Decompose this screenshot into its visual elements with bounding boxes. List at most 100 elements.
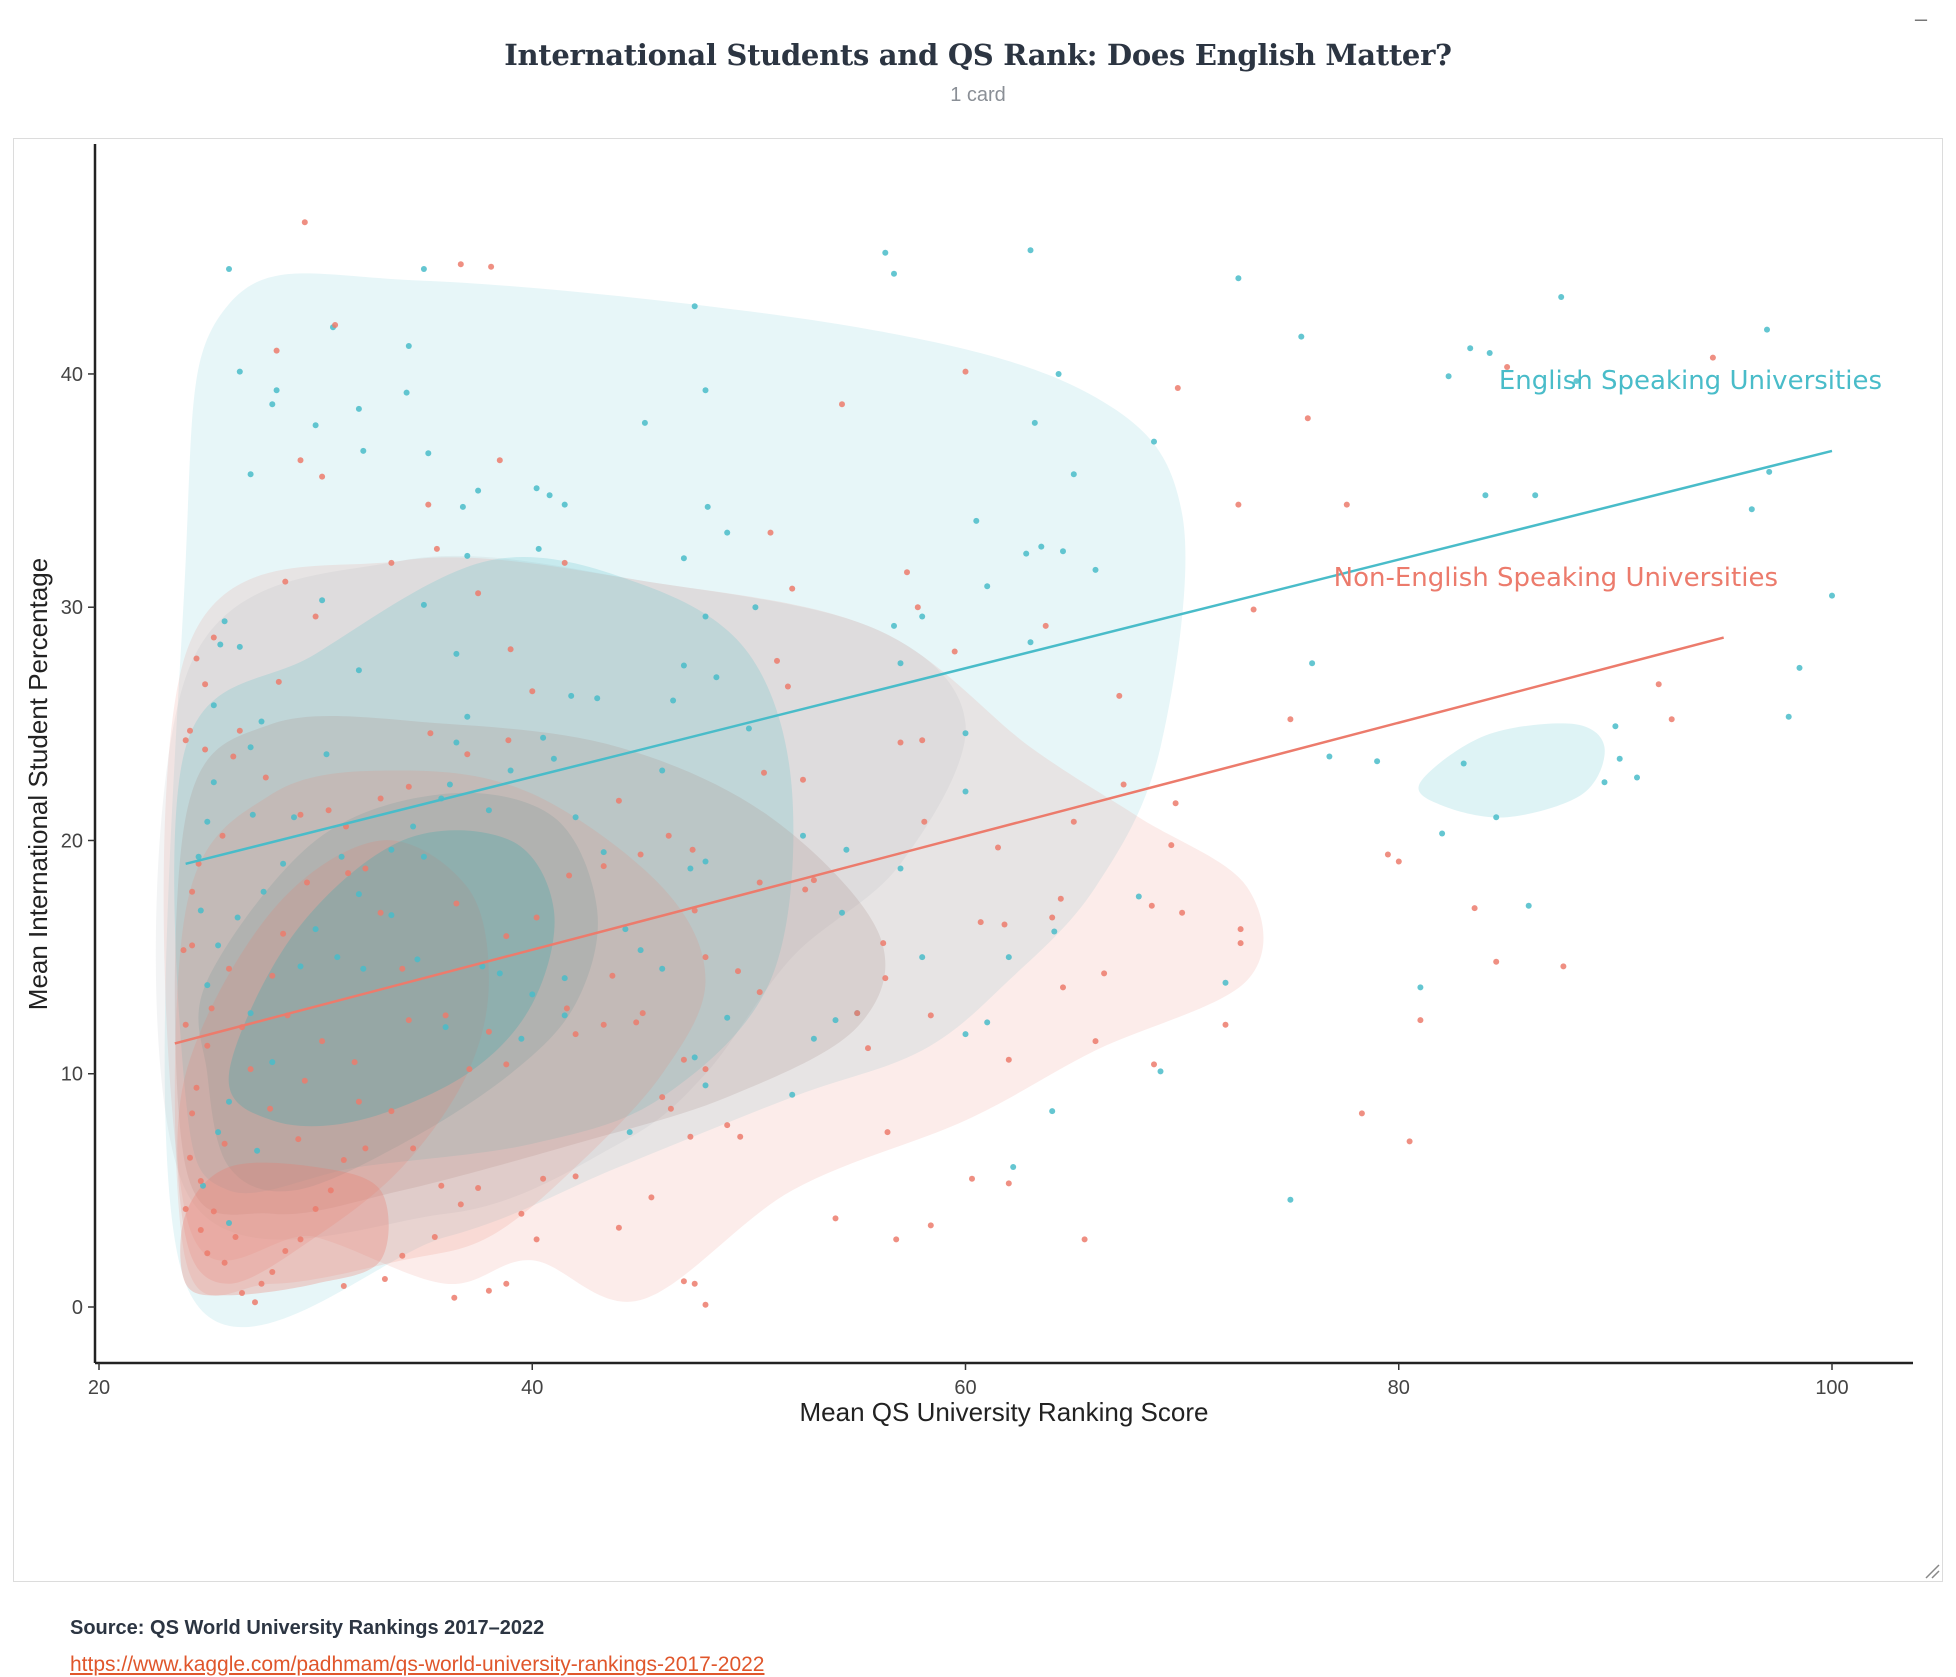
data-point [756, 879, 763, 886]
data-point [962, 730, 969, 737]
data-point [1287, 716, 1294, 723]
data-point [312, 422, 319, 429]
data-point [503, 1061, 510, 1068]
data-point [485, 807, 492, 814]
data-point [399, 965, 406, 972]
data-point [1439, 830, 1446, 837]
data-point [438, 1182, 445, 1189]
data-point [680, 1056, 687, 1063]
data-point [670, 697, 677, 704]
data-point [767, 529, 774, 536]
data-point [1532, 492, 1539, 499]
data-point [1001, 921, 1008, 928]
data-point [1525, 902, 1532, 909]
data-point [914, 604, 921, 611]
data-point [691, 303, 698, 310]
data-point [1358, 1110, 1365, 1117]
minimize-icon[interactable]: – [1914, 6, 1928, 31]
data-point [442, 1024, 449, 1031]
data-point [323, 751, 330, 758]
data-point [1049, 1108, 1056, 1115]
data-point [202, 746, 209, 753]
data-point [615, 797, 622, 804]
density-contour [180, 1162, 389, 1296]
data-point [891, 270, 897, 277]
data-point [854, 1010, 861, 1017]
data-point [464, 713, 471, 720]
data-point [319, 1038, 326, 1045]
data-point [189, 942, 196, 949]
data-point [572, 1031, 579, 1038]
data-point [622, 926, 629, 933]
data-point [1005, 954, 1012, 961]
data-point [182, 1206, 189, 1212]
data-point [752, 604, 759, 611]
data-point [325, 807, 332, 814]
data-point [1031, 419, 1038, 426]
data-point [475, 590, 482, 597]
data-point [609, 972, 616, 979]
data-point [273, 387, 280, 394]
data-point [648, 1194, 655, 1201]
data-point [226, 965, 232, 972]
data-point [865, 1045, 871, 1052]
data-point [239, 1290, 245, 1296]
data-point [388, 846, 395, 853]
data-point [561, 559, 568, 566]
data-point [377, 795, 384, 802]
data-point [507, 767, 514, 774]
data-point [962, 1031, 969, 1038]
data-point [659, 1094, 666, 1101]
data-point [297, 963, 304, 970]
data-point [381, 1276, 388, 1282]
data-point [269, 1269, 276, 1275]
data-point [1709, 354, 1716, 361]
data-point [756, 989, 763, 996]
chart-labels: Mean QS University Ranking Score Mean Int… [23, 366, 1882, 1427]
data-point [687, 1133, 694, 1140]
data-point [884, 1129, 891, 1136]
data-point [533, 485, 540, 492]
data-point [301, 219, 308, 226]
data-point [215, 1129, 222, 1136]
data-point [475, 1185, 482, 1191]
source-link[interactable]: https://www.kaggle.com/padhmam/qs-world-… [70, 1653, 765, 1676]
data-point [1250, 606, 1257, 613]
card-count: 1 card [950, 84, 1006, 106]
data-point [1168, 842, 1175, 849]
data-point [210, 779, 217, 786]
data-point [1796, 664, 1803, 671]
data-point [355, 1098, 362, 1105]
data-point [1467, 345, 1474, 352]
trend-line [174, 636, 1725, 1045]
data-point [420, 853, 427, 860]
data-point [1222, 979, 1229, 986]
data-point [1157, 1068, 1164, 1075]
data-point [457, 1201, 464, 1208]
data-point [680, 1278, 687, 1285]
data-point [1493, 814, 1500, 821]
data-point [226, 1220, 232, 1226]
data-point [485, 1287, 492, 1294]
data-point [702, 1066, 709, 1073]
data-point [1445, 373, 1452, 380]
data-point [789, 585, 796, 592]
data-point [180, 947, 187, 954]
resize-handle-icon[interactable] [1922, 1561, 1940, 1579]
data-point [187, 1154, 193, 1161]
data-point [200, 1182, 206, 1189]
data-point [689, 846, 696, 853]
data-point [1304, 415, 1311, 422]
data-point [839, 401, 845, 408]
data-point [496, 457, 503, 464]
data-point [1135, 893, 1142, 900]
data-point [735, 968, 741, 975]
data-point [561, 1012, 568, 1019]
data-point [187, 727, 193, 734]
data-point [312, 613, 319, 620]
data-point [1829, 592, 1835, 599]
data-point [789, 1091, 796, 1098]
data-point [1560, 963, 1567, 970]
data-point [1237, 926, 1244, 933]
data-point [518, 1035, 525, 1042]
